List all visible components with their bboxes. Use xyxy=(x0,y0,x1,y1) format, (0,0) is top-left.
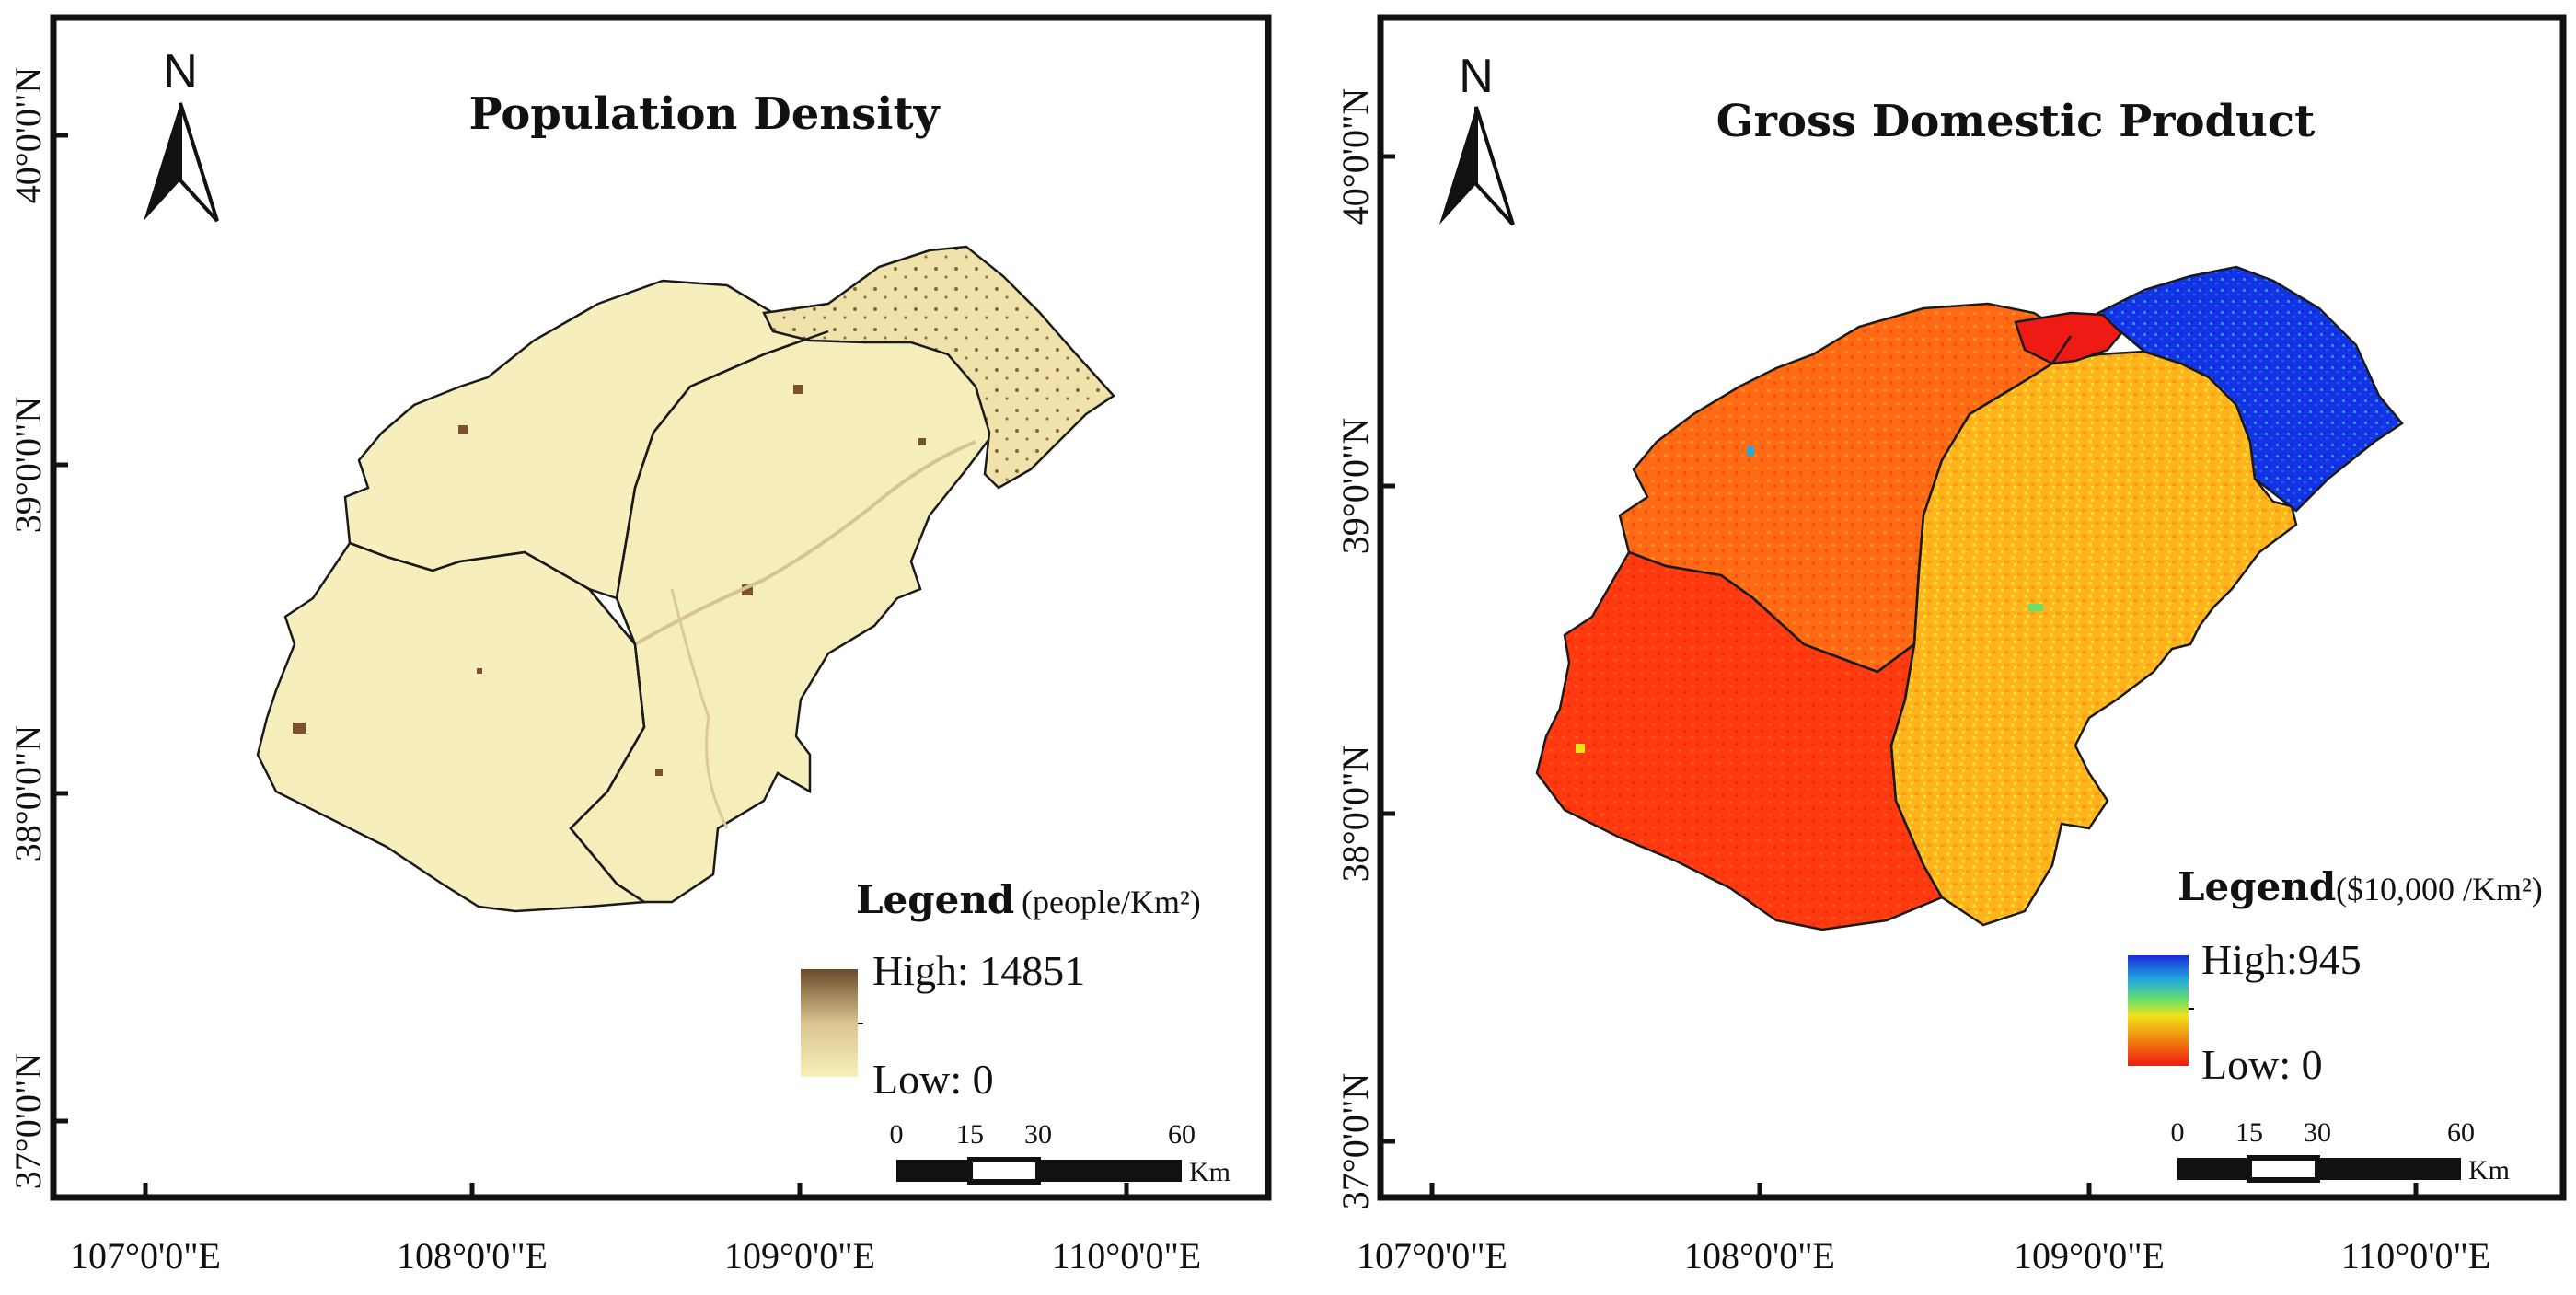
lon-label: 109°0'0"E xyxy=(724,1235,875,1277)
scale-tick-label: 30 xyxy=(2304,1117,2331,1148)
lat-label: 39°0'0"N xyxy=(7,397,49,533)
lat-label: 37°0'0"N xyxy=(1334,1073,1376,1209)
scale-tick-label: 0 xyxy=(2171,1117,2185,1148)
lon-label: 108°0'0"E xyxy=(1684,1235,1835,1277)
region-northeast xyxy=(762,245,1115,490)
legend: Legend ($10,000 /Km²) High:945 Low: 0 xyxy=(2128,864,2543,1088)
county-boundary xyxy=(349,541,636,645)
lat-label: 38°0'0"N xyxy=(1334,746,1376,882)
legend-high-label: High:945 xyxy=(2201,936,2362,983)
region-map xyxy=(256,245,1115,913)
county-boundary xyxy=(569,330,829,904)
map-title: Gross Domestic Product xyxy=(1716,96,2316,147)
lat-label: 38°0'0"N xyxy=(7,725,49,861)
region-northeast xyxy=(2096,265,2404,513)
scale-tick-label: 0 xyxy=(890,1119,904,1150)
scale-segment xyxy=(2247,1155,2320,1183)
legend-low-label: Low: 0 xyxy=(872,1056,994,1103)
scale-tick-label: 30 xyxy=(1024,1119,1052,1150)
lat-label: 40°0'0"N xyxy=(1334,88,1376,225)
region-map xyxy=(1535,265,2404,931)
urban-point xyxy=(655,769,663,776)
scale-tick-label: 15 xyxy=(2235,1117,2263,1148)
lon-label: 107°0'0"E xyxy=(70,1235,221,1277)
north-arrow: N xyxy=(1439,50,1515,226)
scale-tick-label: 15 xyxy=(956,1119,984,1150)
lat-label: 37°0'0"N xyxy=(7,1053,49,1189)
county-boundary xyxy=(1628,550,1915,674)
north-arrow-icon xyxy=(144,103,180,221)
scale-unit: Km xyxy=(2468,1155,2510,1185)
lon-label: 108°0'0"E xyxy=(397,1235,548,1277)
lon-label: 110°0'0"E xyxy=(2341,1235,2490,1277)
lon-label: 109°0'0"E xyxy=(2014,1235,2165,1277)
scale-bar: 0 15 30 60 Km xyxy=(2171,1117,2511,1185)
hotspot xyxy=(1576,744,1585,753)
north-arrow: N xyxy=(144,45,219,223)
county-boundary xyxy=(1889,335,2073,898)
panel-population-density: Population Density N xyxy=(7,14,1272,1277)
scale-tick-label: 60 xyxy=(2447,1117,2475,1148)
north-arrow-icon xyxy=(1439,107,1476,225)
legend-color-ramp xyxy=(801,969,858,1077)
region-northwest xyxy=(343,279,832,600)
legend-unit: ($10,000 /Km²) xyxy=(2336,871,2543,908)
scale-tick-label: 60 xyxy=(1168,1119,1196,1150)
legend-unit: (people/Km²) xyxy=(1022,884,1201,920)
north-label: N xyxy=(163,45,198,98)
urban-point xyxy=(918,438,926,445)
urban-point xyxy=(293,723,306,734)
urban-point xyxy=(458,425,468,434)
hotspot xyxy=(1747,446,1754,456)
legend: Legend (people/Km²) High: 14851 Low: 0 xyxy=(801,877,1201,1103)
lat-label: 39°0'0"N xyxy=(1334,418,1376,554)
panel-gross-domestic-product: Gross Domestic Product N xyxy=(1334,14,2567,1277)
longitude-axis: 107°0'0"E 108°0'0"E 109°0'0"E 110°0'0"E xyxy=(70,1183,1201,1277)
road-trace xyxy=(670,588,729,829)
north-arrow-outline xyxy=(1474,106,1515,226)
scale-segment xyxy=(2177,1158,2249,1180)
north-label: N xyxy=(1459,50,1494,103)
lat-label: 40°0'0"N xyxy=(7,67,49,203)
hotspot xyxy=(2028,604,2043,611)
urban-point xyxy=(793,385,803,394)
map-title: Population Density xyxy=(468,88,941,140)
legend-low-label: Low: 0 xyxy=(2201,1041,2323,1088)
legend-high-label: High: 14851 xyxy=(872,947,1085,994)
lon-label: 110°0'0"E xyxy=(1052,1235,1201,1277)
legend-title: Legend xyxy=(856,877,1014,922)
urban-point xyxy=(477,668,482,674)
longitude-axis: 107°0'0"E 108°0'0"E 109°0'0"E 110°0'0"E xyxy=(1357,1183,2490,1277)
legend-title: Legend xyxy=(2177,864,2336,909)
lon-label: 107°0'0"E xyxy=(1357,1235,1507,1277)
scale-segment xyxy=(967,1157,1041,1185)
scale-segment xyxy=(896,1160,970,1182)
scale-unit: Km xyxy=(1189,1157,1230,1187)
latitude-axis: 40°0'0"N 39°0'0"N 38°0'0"N 37°0'0"N xyxy=(7,67,68,1189)
road-trace xyxy=(634,440,976,646)
north-arrow-outline xyxy=(179,102,219,223)
scale-segment xyxy=(2317,1158,2461,1180)
scale-segment xyxy=(1038,1160,1182,1182)
latitude-axis: 40°0'0"N 39°0'0"N 38°0'0"N 37°0'0"N xyxy=(1334,88,1395,1209)
legend-color-ramp xyxy=(2128,955,2189,1066)
scale-bar: 0 15 30 60 Km xyxy=(890,1119,1231,1187)
